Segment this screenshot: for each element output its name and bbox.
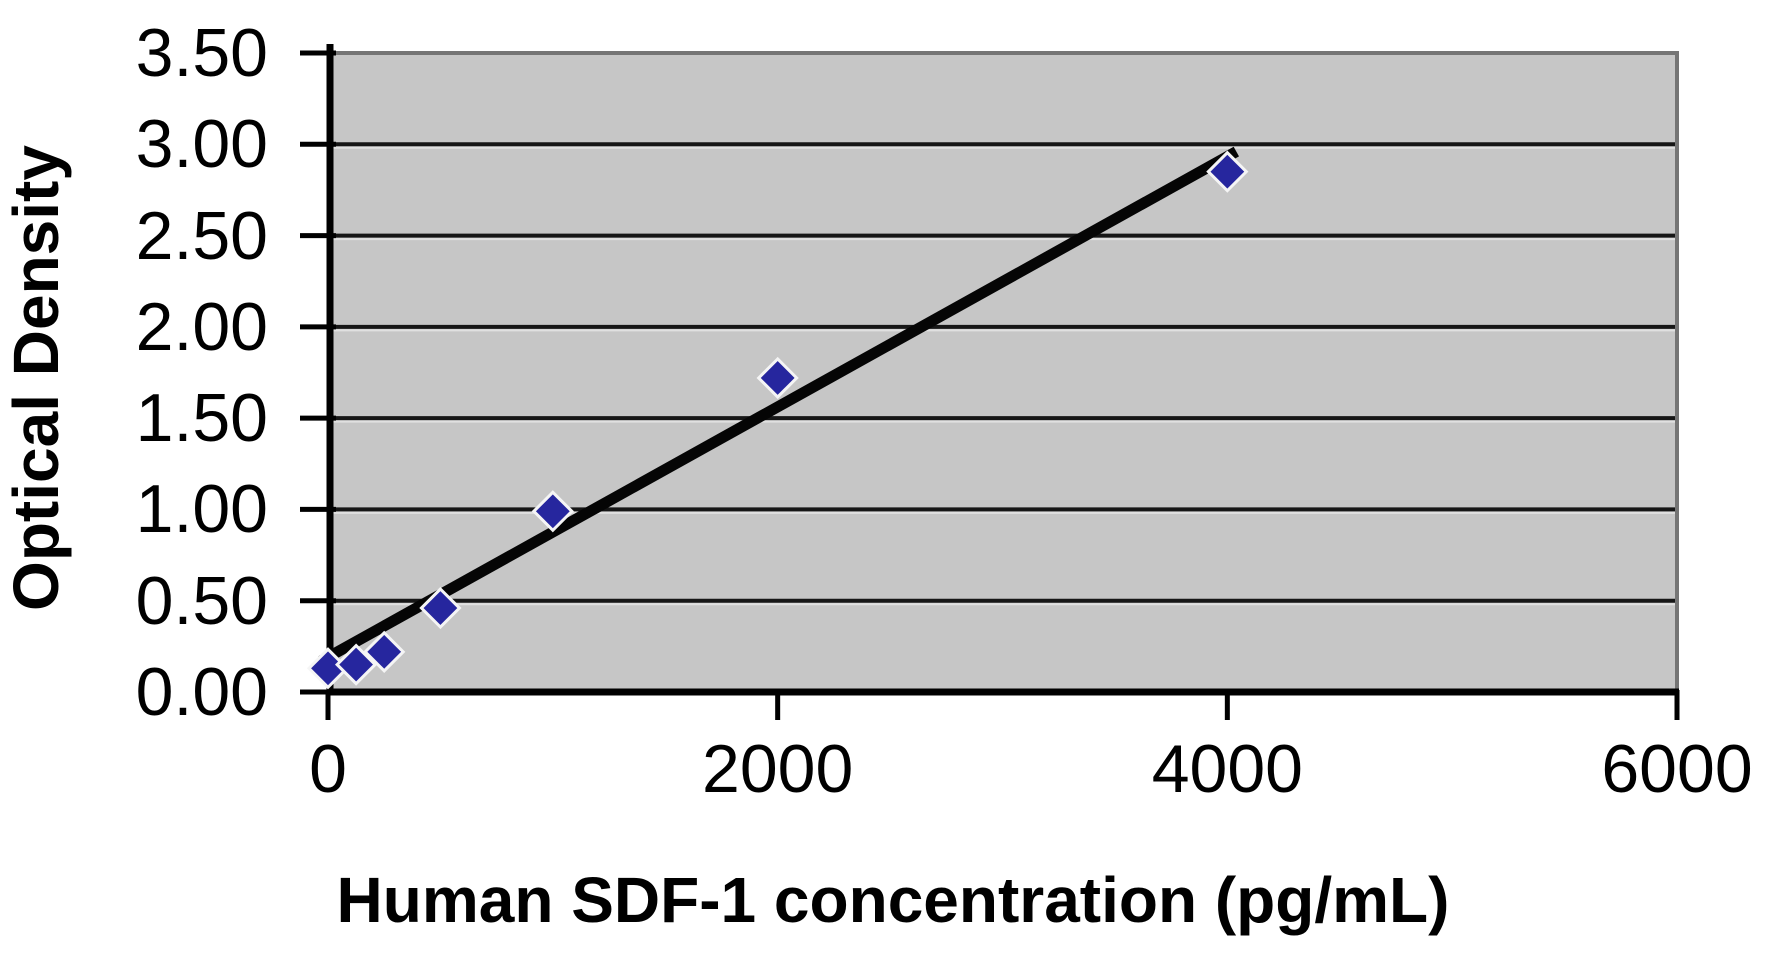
x-tick-label: 4000 xyxy=(1151,731,1303,807)
data-point xyxy=(419,586,462,630)
data-point xyxy=(531,490,574,533)
trend-line xyxy=(318,146,1240,666)
x-tick-label: 0 xyxy=(309,731,347,807)
y-tick-label: 2.50 xyxy=(135,197,268,274)
y-tick-label: 3.50 xyxy=(135,15,268,91)
y-tick-label: 0.00 xyxy=(135,654,268,730)
x-tick-label: 6000 xyxy=(1601,731,1753,807)
data-point xyxy=(334,643,378,686)
y-tick-label: 0.50 xyxy=(135,562,268,639)
y-tick-label: 1.00 xyxy=(135,471,268,548)
data-point xyxy=(1206,150,1249,193)
data-point xyxy=(756,356,799,400)
plot-area xyxy=(328,53,1677,692)
x-tick-label: 2000 xyxy=(702,731,854,807)
data-point xyxy=(363,630,406,673)
y-tick-label: 2.00 xyxy=(135,288,268,365)
x-axis-title: Human SDF-1 concentration (pg/mL) xyxy=(336,864,1450,936)
y-tick-label: 1.50 xyxy=(135,380,268,457)
y-tick-label: 3.00 xyxy=(135,106,268,183)
